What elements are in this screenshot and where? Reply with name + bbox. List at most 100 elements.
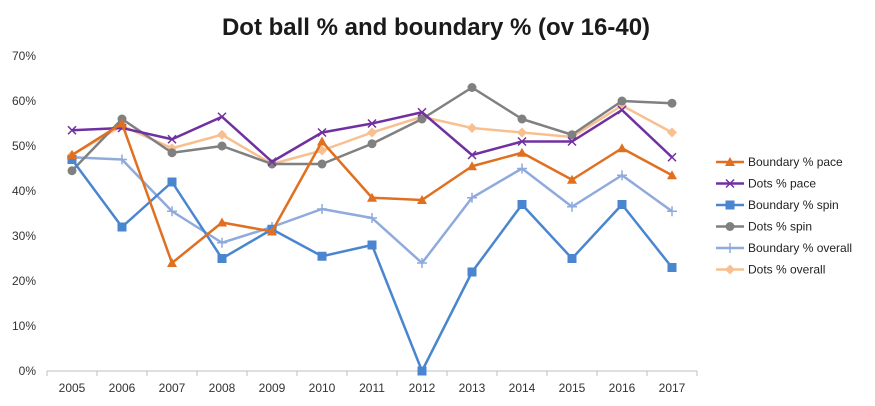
data-point-marker [467, 83, 477, 92]
data-point-marker [167, 258, 177, 267]
data-point-marker [117, 154, 127, 165]
chart-legend: Boundary % pace Dots % pace Boundary % spi… [716, 155, 852, 277]
data-point-marker [267, 157, 277, 167]
data-point-marker [217, 254, 227, 263]
series-boundary-spin [67, 155, 677, 376]
data-point-marker [267, 226, 277, 236]
data-point-marker [617, 170, 627, 181]
series-line [70, 158, 673, 373]
data-point-marker [367, 118, 377, 129]
data-point-marker [217, 217, 227, 227]
data-point-marker [467, 161, 477, 171]
data-point-marker [367, 139, 377, 149]
data-point-marker [417, 107, 427, 117]
data-point-marker [567, 254, 577, 263]
data-point-marker [567, 136, 577, 147]
data-point-marker [467, 267, 477, 277]
data-point-marker [217, 112, 227, 122]
y-tick-label: 30% [12, 229, 36, 243]
data-point-marker [667, 170, 677, 180]
x-tick-label: 2005 [59, 381, 86, 395]
data-point-marker [317, 251, 327, 261]
series-boundary-overall [67, 152, 677, 268]
data-point-marker [367, 127, 377, 138]
y-tick-label: 50% [12, 139, 36, 153]
data-point-marker [517, 147, 527, 157]
data-point-marker [667, 98, 677, 108]
data-point-marker [517, 136, 527, 147]
data-point-marker [217, 129, 227, 140]
data-point-marker [367, 192, 377, 202]
y-tick-label: 10% [12, 319, 36, 333]
x-tick-label: 2007 [159, 381, 186, 395]
data-point-marker [667, 127, 677, 138]
data-point-marker [667, 263, 677, 272]
legend-label: Boundary % spin [748, 198, 839, 212]
data-point-marker [667, 152, 677, 162]
series-dots-pace [67, 105, 677, 167]
y-tick-label: 70% [12, 49, 36, 63]
data-point-marker [417, 114, 427, 124]
legend-label: Dots % spin [748, 220, 812, 234]
x-tick-label: 2011 [359, 381, 385, 395]
data-point-marker [725, 157, 735, 166]
data-point-marker [217, 141, 227, 151]
data-point-marker [567, 201, 577, 212]
x-tick-label: 2009 [259, 381, 286, 395]
series-dots-spin [67, 83, 677, 176]
data-point-marker [67, 150, 77, 159]
data-point-marker [467, 192, 477, 203]
legend-label: Boundary % overall [748, 241, 852, 255]
chart-axes: 2005 2006 2007 2008 2009 2010 2011 2012 2013 2014… [12, 49, 698, 395]
data-point-marker [217, 237, 227, 248]
data-point-marker [617, 96, 627, 106]
x-tick-label: 2017 [659, 381, 686, 395]
x-tick-label: 2016 [609, 381, 636, 395]
data-point-marker [517, 127, 527, 138]
data-point-marker [317, 136, 327, 146]
data-point-marker [167, 177, 177, 187]
data-point-marker [417, 366, 427, 376]
y-tick-label: 40% [12, 184, 36, 198]
legend-label: Dots % pace [748, 177, 816, 191]
data-point-marker [167, 148, 177, 158]
data-point-marker [167, 206, 177, 217]
data-point-marker [567, 130, 577, 140]
data-point-marker [567, 174, 577, 184]
data-point-marker [517, 200, 527, 209]
x-tick-label: 2015 [559, 381, 586, 395]
x-tick-label: 2010 [309, 381, 336, 395]
legend-entry: Boundary % overall [716, 241, 852, 255]
data-point-marker [725, 178, 735, 189]
x-tick-label: 2008 [209, 381, 236, 395]
data-point-marker [517, 163, 527, 174]
data-point-marker [317, 127, 327, 138]
legend-entry: Dots % pace [716, 177, 816, 191]
data-point-marker [417, 258, 427, 268]
data-point-marker [417, 195, 427, 204]
series-dots-overall [67, 100, 677, 169]
series-layer [67, 83, 677, 376]
data-point-marker [725, 243, 735, 253]
legend-label: Dots % overall [748, 263, 825, 277]
y-tick-label: 60% [12, 94, 36, 108]
data-point-marker [725, 222, 735, 231]
x-tick-label: 2013 [459, 381, 486, 395]
legend-entry: Dots % spin [716, 220, 812, 234]
data-point-marker [367, 213, 377, 223]
data-point-marker [617, 143, 627, 153]
chart-title: Dot ball % and boundary % (ov 16-40) [222, 14, 650, 41]
data-point-marker [317, 159, 327, 169]
data-point-marker [617, 105, 627, 115]
data-point-marker [67, 125, 77, 135]
data-point-marker [117, 222, 127, 232]
x-tick-label: 2014 [509, 381, 536, 395]
x-tick-label: 2012 [409, 381, 436, 395]
data-point-marker [67, 166, 77, 176]
legend-entry: Boundary % spin [716, 198, 839, 212]
data-point-marker [67, 155, 77, 164]
data-point-marker [517, 114, 527, 124]
data-point-marker [467, 123, 477, 133]
data-point-marker [117, 118, 127, 128]
